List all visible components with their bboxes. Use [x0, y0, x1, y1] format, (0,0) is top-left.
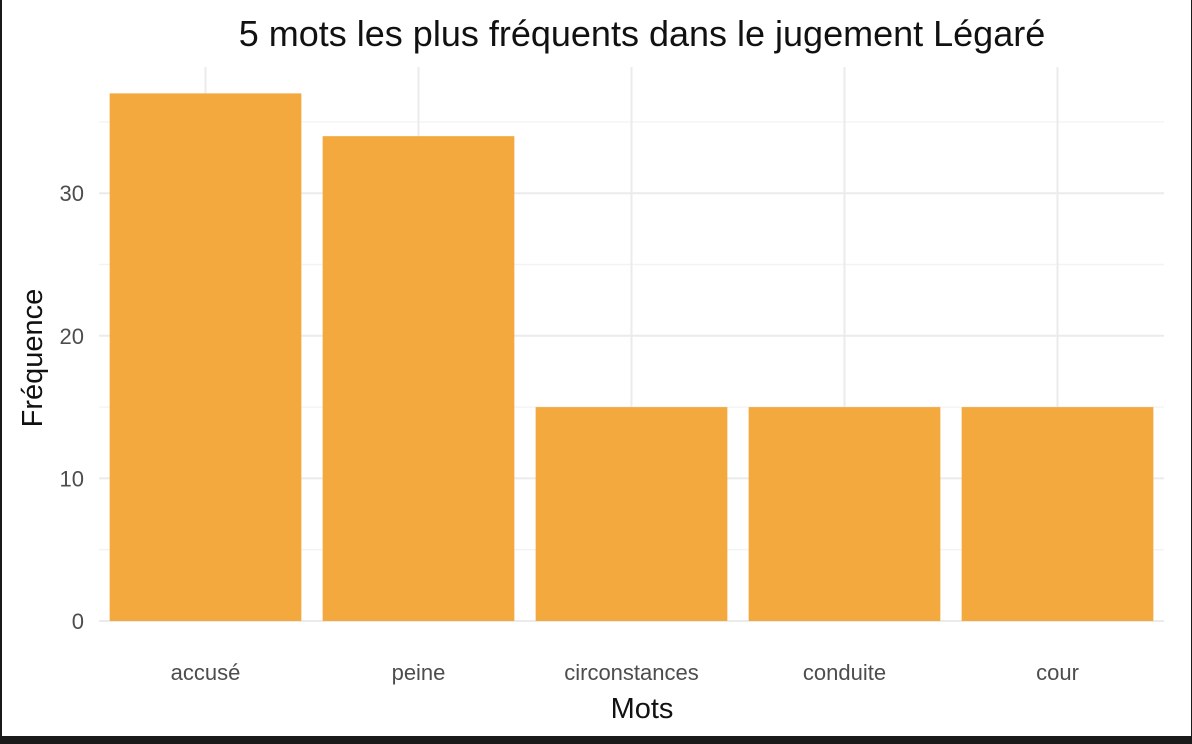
x-tick-label: circonstances [564, 660, 699, 685]
x-tick-label: cour [1036, 660, 1079, 685]
x-tick-label: accusé [171, 660, 241, 685]
y-tick-labels: 0 10 20 30 [60, 181, 84, 634]
y-tick-label: 0 [72, 609, 84, 634]
y-axis-title: Fréquence [17, 289, 49, 428]
bar-cour [961, 407, 1154, 621]
bar-accusé [109, 93, 302, 621]
y-tick-label: 10 [60, 466, 84, 491]
bar-circonstances [535, 407, 728, 621]
x-tick-label: conduite [803, 660, 886, 685]
bars-layer [109, 93, 1154, 621]
x-tick-labels: accusé peine circonstances conduite cour [171, 660, 1079, 685]
y-tick-label: 30 [60, 181, 84, 206]
bar-peine [322, 136, 515, 621]
bar-conduite [748, 407, 941, 621]
chart-title: 5 mots les plus fréquents dans le jugeme… [239, 13, 1045, 54]
x-axis-title: Mots [611, 693, 674, 725]
x-tick-label: peine [392, 660, 446, 685]
y-tick-label: 20 [60, 324, 84, 349]
